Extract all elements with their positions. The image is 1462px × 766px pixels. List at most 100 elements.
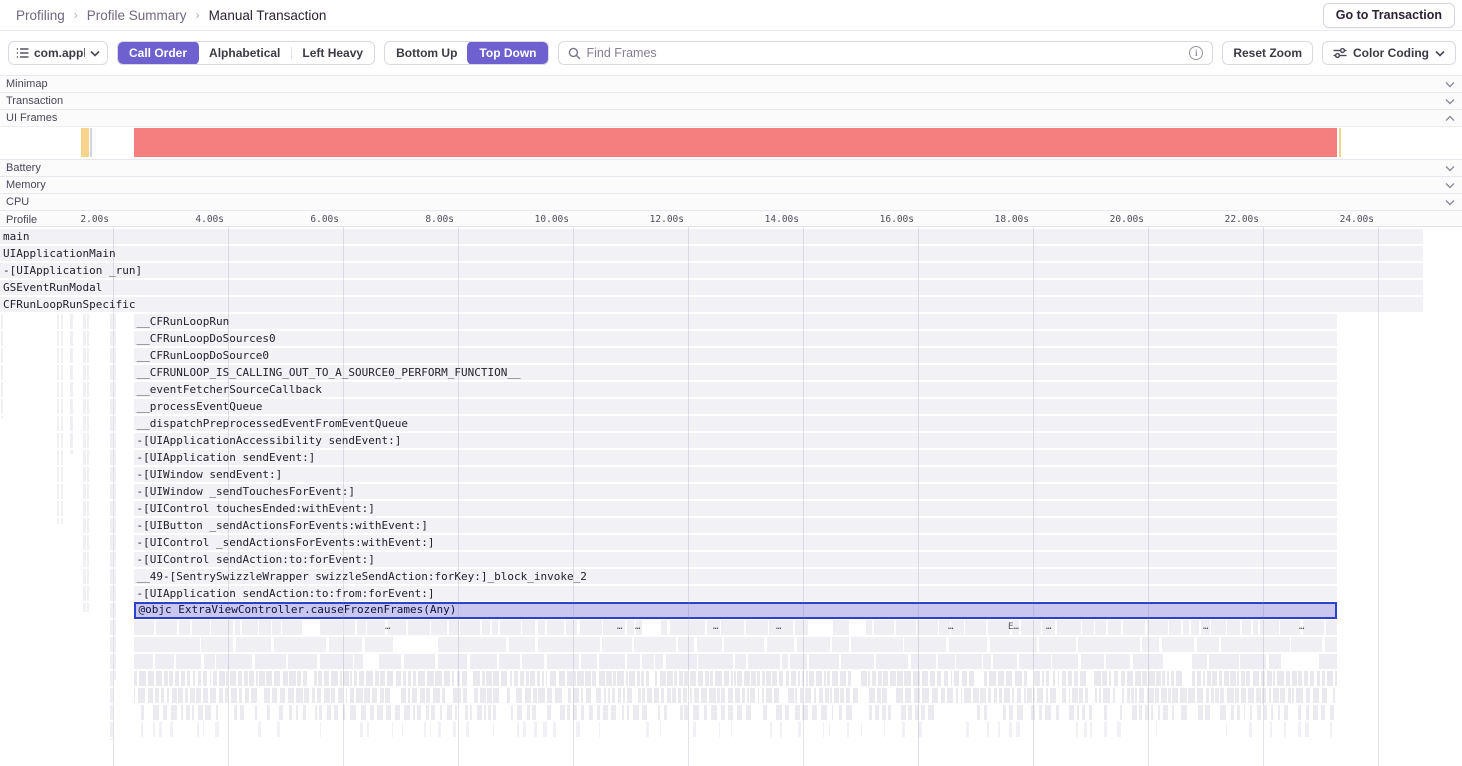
flame-tiny-frame[interactable]	[809, 671, 814, 686]
flame-tiny-frame[interactable]	[244, 671, 248, 686]
flame-tiny-frame[interactable]	[1273, 671, 1276, 686]
flame-tiny-frame[interactable]	[819, 688, 823, 703]
flame-tiny-frame[interactable]	[488, 705, 491, 720]
flame-tiny-frame[interactable]	[718, 722, 721, 737]
flame-tiny-frame[interactable]	[524, 688, 532, 703]
flame-tiny-frame[interactable]	[743, 671, 751, 686]
flame-tiny-frame[interactable]	[1227, 688, 1234, 703]
flame-tiny-frame[interactable]	[185, 688, 188, 703]
flame-tiny-frame[interactable]	[1291, 637, 1322, 652]
flame-tiny-frame[interactable]	[295, 705, 298, 720]
flame-tiny-frame[interactable]	[1057, 671, 1060, 686]
flame-tiny-frame[interactable]	[250, 688, 257, 703]
flame-tiny-frame[interactable]	[1201, 620, 1211, 635]
flame-thin-stack[interactable]	[110, 314, 113, 740]
time-axis[interactable]: Profile 2.00s 4.00s 6.00s 8.00s 10.00s 12.00s 1…	[0, 210, 1462, 227]
slow-frame-bar[interactable]	[81, 128, 89, 157]
section-row-minimap[interactable]: Minimap	[0, 75, 1462, 92]
sorting-call-order-button[interactable]: Call Order	[118, 42, 200, 64]
flame-tiny-frame[interactable]	[666, 688, 671, 703]
flame-tiny-frame[interactable]	[1057, 620, 1081, 635]
flame-tiny-frame[interactable]	[500, 620, 521, 635]
flame-tiny-frame[interactable]	[546, 688, 553, 703]
flame-tiny-frame[interactable]	[1072, 688, 1079, 703]
flame-tiny-frame[interactable]	[274, 671, 281, 686]
flame-tiny-frame[interactable]	[441, 688, 446, 703]
flame-tiny-frame[interactable]	[180, 705, 184, 720]
flame-tiny-frame[interactable]	[1077, 637, 1140, 652]
flame-tiny-frame[interactable]	[1023, 688, 1026, 703]
flame-tiny-frame[interactable]	[693, 722, 697, 737]
flame-tiny-frame[interactable]	[1033, 688, 1036, 703]
flame-tiny-frame[interactable]	[717, 688, 720, 703]
flame-tiny-frame[interactable]	[626, 671, 628, 686]
flame-tiny-frame[interactable]	[776, 705, 782, 720]
flame-tiny-frame[interactable]	[960, 688, 963, 703]
flame-tiny-frame[interactable]	[626, 620, 635, 635]
flame-tiny-frame[interactable]	[185, 705, 190, 720]
flame-tiny-frame[interactable]	[387, 620, 406, 635]
flame-tiny-frame[interactable]	[1215, 688, 1219, 703]
flame-tiny-frame[interactable]	[763, 705, 767, 720]
flame-tiny-frame[interactable]	[215, 705, 219, 720]
flame-tiny-frame[interactable]	[634, 637, 676, 652]
flame-tiny-frame[interactable]	[498, 654, 520, 669]
flame-tiny-frame[interactable]	[646, 722, 650, 737]
flame-tiny-frame[interactable]	[532, 705, 536, 720]
flame-tiny-frame[interactable]	[509, 637, 535, 652]
flame-tiny-frame[interactable]	[1297, 671, 1302, 686]
flame-tiny-frame[interactable]	[660, 620, 668, 635]
flame-tiny-frame[interactable]	[459, 620, 480, 635]
flame-tiny-frame[interactable]	[734, 688, 740, 703]
flame-tiny-frame[interactable]	[1031, 705, 1035, 720]
flame-frame[interactable]: __CFRunLoopDoSource0	[133, 348, 1337, 363]
flame-tiny-frame[interactable]	[1082, 705, 1086, 720]
flame-tiny-frame[interactable]	[804, 688, 812, 703]
flame-tiny-frame[interactable]	[689, 671, 697, 686]
flame-tiny-frame[interactable]	[679, 705, 683, 720]
flame-tiny-frame[interactable]	[878, 671, 882, 686]
flame-tiny-frame[interactable]	[697, 671, 704, 686]
frozen-frame-bar[interactable]	[133, 128, 1337, 157]
flame-tiny-frame[interactable]	[987, 620, 1010, 635]
flame-tiny-frame[interactable]	[766, 671, 771, 686]
flame-tiny-frame[interactable]	[1093, 671, 1101, 686]
flame-tiny-frame[interactable]	[1061, 688, 1066, 703]
flame-tiny-frame[interactable]	[602, 637, 632, 652]
flame-tiny-frame[interactable]	[519, 671, 524, 686]
flame-tiny-frame[interactable]	[850, 637, 903, 652]
flame-tiny-frame[interactable]	[653, 688, 660, 703]
flame-tiny-frame[interactable]	[711, 705, 717, 720]
flame-tiny-frame[interactable]	[215, 722, 219, 737]
flame-tiny-frame[interactable]	[929, 671, 936, 686]
flame-tiny-frame[interactable]	[989, 671, 996, 686]
flame-tiny-frame[interactable]	[431, 620, 447, 635]
flame-tiny-frame[interactable]	[1068, 688, 1071, 703]
flame-tiny-frame[interactable]	[846, 688, 851, 703]
flame-tiny-frame[interactable]	[669, 620, 688, 635]
flame-tiny-frame[interactable]	[1038, 705, 1042, 720]
flame-tiny-frame[interactable]	[710, 671, 714, 686]
flame-tiny-frame[interactable]	[1329, 722, 1332, 737]
flame-tiny-frame[interactable]	[423, 722, 426, 737]
flame-tiny-frame[interactable]	[853, 688, 858, 703]
flame-tiny-frame[interactable]	[707, 620, 720, 635]
flame-tiny-frame[interactable]	[785, 671, 790, 686]
breadcrumb-profiling[interactable]: Profiling	[16, 7, 65, 23]
flame-tiny-frame[interactable]	[723, 637, 764, 652]
flame-tiny-frame[interactable]	[1304, 671, 1309, 686]
flame-tiny-frame[interactable]	[1151, 705, 1154, 720]
flame-tiny-frame[interactable]	[1280, 688, 1285, 703]
flame-tiny-frame[interactable]	[492, 620, 499, 635]
flame-tiny-frame[interactable]	[429, 722, 432, 737]
flame-tiny-frame[interactable]	[1334, 671, 1337, 686]
flame-tiny-frame[interactable]	[553, 722, 557, 737]
flame-tiny-frame[interactable]	[1033, 671, 1041, 686]
flame-tiny-frame[interactable]	[654, 671, 658, 686]
flame-tiny-frame[interactable]	[847, 671, 851, 686]
flame-tiny-frame[interactable]	[438, 654, 467, 669]
flame-frame[interactable]: __eventFetcherSourceCallback	[133, 382, 1337, 397]
flame-tiny-frame[interactable]	[350, 705, 356, 720]
flame-tiny-frame[interactable]	[153, 705, 160, 720]
flame-frame[interactable]: __49-[SentrySwizzleWrapper swizzleSendAc…	[133, 569, 1337, 584]
